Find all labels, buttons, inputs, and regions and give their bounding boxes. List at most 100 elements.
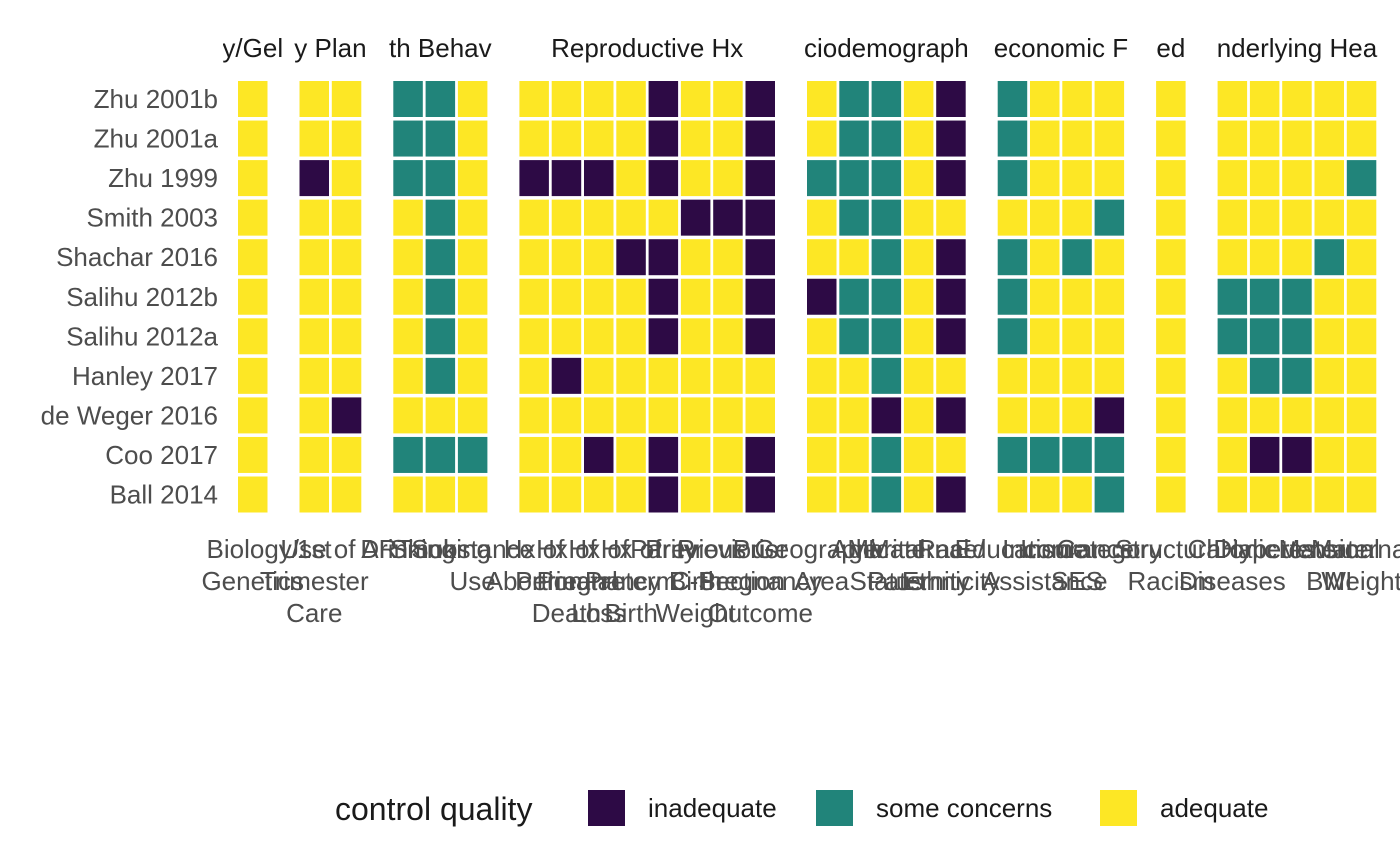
heatmap-cell: [393, 199, 423, 236]
heatmap-cell: [519, 278, 549, 315]
heatmap-cell: [393, 397, 423, 434]
heatmap-cell: [299, 239, 329, 276]
heatmap-cell: [393, 357, 423, 394]
heatmap-cell: [745, 160, 775, 197]
heatmap-cell: [425, 81, 456, 117]
heatmap-cell: [1030, 160, 1060, 197]
heatmap-cell: [1282, 120, 1312, 157]
heatmap-cell: [519, 318, 549, 355]
heatmap-cell: [331, 357, 362, 394]
heatmap-cell: [648, 120, 679, 157]
heatmap-cell: [393, 120, 423, 157]
heatmap-cell: [1346, 397, 1377, 434]
heatmap-cell: [331, 199, 362, 236]
heatmap-cell: [331, 81, 362, 117]
heatmap-cell: [903, 278, 934, 315]
column-label: Hx of Preterm Birth: [585, 534, 677, 628]
heatmap-cell: [1314, 436, 1344, 473]
heatmap-cell: [839, 397, 869, 434]
column-label: Maternal Paternity: [867, 534, 970, 596]
heatmap-cell: [425, 476, 456, 513]
heatmap-cell: [616, 357, 646, 394]
heatmap-cell: [1062, 436, 1092, 473]
heatmap-cell: [238, 397, 268, 434]
heatmap-cell: [551, 318, 582, 355]
heatmap-cell: [425, 160, 456, 197]
column-label: 1st Trimester Care: [260, 534, 369, 628]
heatmap-cell: [997, 199, 1028, 236]
column-label: Smoking: [390, 534, 491, 564]
heatmap-cell: [425, 278, 456, 315]
heatmap-cell: [551, 239, 582, 276]
heatmap-cell: [551, 160, 582, 197]
heatmap-cell: [551, 357, 582, 394]
heatmap-cell: [519, 239, 549, 276]
facet-title: th Behav: [389, 33, 492, 63]
heatmap-cell: [648, 81, 679, 117]
heatmap-cell: [997, 436, 1028, 473]
heatmap-cell: [1030, 278, 1060, 315]
heatmap-cell: [1282, 278, 1312, 315]
heatmap-cell: [997, 318, 1028, 355]
heatmap-cell: [1062, 278, 1092, 315]
heatmap-cell: [1282, 436, 1312, 473]
heatmap-cell: [648, 397, 679, 434]
legend-label: adequate: [1160, 793, 1268, 823]
column-label: Race/Ethnicity: [902, 534, 1000, 596]
heatmap-cell: [871, 199, 902, 236]
heatmap-cell: [903, 160, 934, 197]
heatmap-cell: [807, 476, 837, 513]
heatmap-cell: [1249, 318, 1280, 355]
heatmap-cell: [425, 436, 456, 473]
heatmap-cell: [936, 239, 966, 276]
heatmap-cell: [425, 239, 456, 276]
heatmap-cell: [648, 239, 679, 276]
heatmap-cell: [393, 476, 423, 513]
heatmap-cell: [745, 239, 775, 276]
heatmap-cell: [457, 357, 488, 394]
heatmap-cell: [807, 318, 837, 355]
heatmap-cell: [584, 278, 614, 315]
heatmap-cell: [936, 278, 966, 315]
heatmap-cell: [839, 476, 869, 513]
heatmap-cell: [745, 120, 775, 157]
row-label: Salihu 2012a: [66, 321, 218, 351]
heatmap-cell: [903, 120, 934, 157]
heatmap-cell: [1030, 120, 1060, 157]
heatmap-cell: [839, 278, 869, 315]
heatmap-cell: [238, 239, 268, 276]
heatmap-cell: [1156, 436, 1186, 473]
heatmap-cell: [551, 397, 582, 434]
column-label: Prior Pregnancy Outcome: [698, 534, 822, 628]
heatmap-cell: [680, 199, 711, 236]
heatmap-cell: [616, 120, 646, 157]
column-label: Hypertension: [1220, 534, 1373, 564]
column-label: Drinking: [360, 534, 455, 564]
heatmap-cell: [1217, 199, 1248, 236]
heatmap-cell: [393, 160, 423, 197]
heatmap-cell: [1346, 120, 1377, 157]
heatmap-cell: [1062, 318, 1092, 355]
heatmap-cell: [1156, 239, 1186, 276]
heatmap-cell: [299, 436, 329, 473]
heatmap-cell: [903, 476, 934, 513]
heatmap-cell: [807, 120, 837, 157]
heatmap-cell: [393, 436, 423, 473]
heatmap-cell: [903, 239, 934, 276]
column-label: MaternalWeight: [1311, 534, 1400, 596]
heatmap-cell: [871, 120, 902, 157]
heatmap-cell: [648, 476, 679, 513]
heatmap-cell: [457, 397, 488, 434]
heatmap-cell: [551, 81, 582, 117]
heatmap-cell: [1094, 120, 1125, 157]
heatmap-cell: [680, 278, 711, 315]
heatmap-cell: [871, 81, 902, 117]
heatmap-cell: [1314, 357, 1344, 394]
heatmap-cell: [713, 160, 743, 197]
heatmap-cell: [457, 318, 488, 355]
heatmap-cell: [903, 357, 934, 394]
heatmap-cell: [616, 239, 646, 276]
heatmap-cell: [713, 357, 743, 394]
heatmap-cell: [1156, 397, 1186, 434]
